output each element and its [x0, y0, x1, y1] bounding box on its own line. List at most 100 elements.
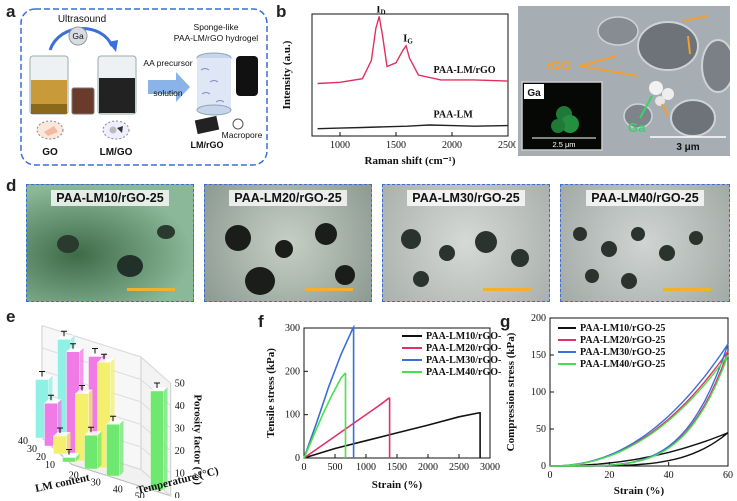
compression-xtick-label: 20 — [604, 470, 614, 481]
micrograph-1-label: PAA-LM10/rGO-25 — [51, 190, 169, 206]
bar-top — [88, 352, 106, 357]
lm-tick-label: 40 — [18, 436, 28, 447]
compression-xtick-label: 0 — [548, 470, 553, 481]
tensile-xtick-label: 2000 — [418, 462, 438, 473]
panel-label-f: f — [258, 312, 264, 331]
tensile-legend-label: PAA-LM30/rGO-25 — [426, 355, 502, 366]
porosity-bar — [53, 435, 67, 455]
ultrasound-label: Ultrasound — [58, 14, 106, 25]
bar-top — [44, 399, 62, 404]
raman-series-label: PAA-LM/rGO — [434, 65, 496, 76]
scale-bar-label: 3 μm — [676, 142, 699, 153]
z-tick-label: 10 — [175, 468, 185, 479]
ga-label: Ga — [628, 120, 646, 135]
temp-tick-label: 20 — [69, 470, 79, 481]
bar-top — [150, 387, 168, 391]
z-gridline — [41, 325, 172, 384]
temp-tick-label: 30 — [91, 477, 101, 488]
raman-series-line — [317, 124, 509, 130]
bar-top — [35, 375, 53, 380]
porosity-bar — [62, 457, 76, 463]
compression-series-line — [549, 354, 729, 467]
raman-peak-g-label: IG — [403, 33, 413, 46]
raman-peak-d-label: ID — [376, 6, 385, 16]
bar-side — [97, 431, 102, 469]
tensile-legend-label: PAA-LM40/rGO-25 — [426, 367, 502, 378]
tensile-ytick-label: 200 — [285, 366, 300, 377]
bar-top — [106, 420, 124, 425]
bar-side — [119, 420, 124, 476]
bar-top — [66, 347, 84, 352]
porosity-bar — [106, 424, 120, 477]
tensile-chart: 0 500 1000 1500 2000 2500 3000 0 100 200 300 Strain… — [265, 323, 502, 491]
compression-xtick-label: 60 — [723, 470, 733, 481]
temp-tick-label: 50 — [135, 491, 145, 498]
panel-label-g: g — [500, 312, 511, 331]
micrograph-1: PAA-LM10/rGO-25 — [26, 184, 194, 302]
panel-label-b: b — [276, 2, 287, 21]
sem-image: rGO Ga Ga 2.5 μm 3 μm — [518, 6, 730, 156]
tensile-legend-label: PAA-LM20/rGO-25 — [426, 343, 502, 354]
tensile-xtick-label: 0 — [302, 462, 307, 473]
tensile-ytick-label: 100 — [285, 410, 300, 421]
raman-plot-frame — [311, 13, 509, 137]
raman-yaxis-title: Intensity (a.u.) — [281, 40, 293, 109]
tensile-xtick-label: 3000 — [480, 462, 500, 473]
micrograph-3-label: PAA-LM30/rGO-25 — [407, 190, 525, 206]
raman-series-label: PAA-LM — [434, 110, 474, 121]
compression-legend-label: PAA-LM30/rGO-25 — [580, 347, 665, 358]
micrograph-3: PAA-LM30/rGO-25 — [382, 184, 550, 302]
bar-top — [97, 358, 115, 363]
tensile-yaxis-title: Tensile stress (kPa) — [265, 348, 277, 438]
micrograph-4: PAA-LM40/rGO-25 — [560, 184, 730, 302]
lm-axis-title: LM content — [34, 472, 91, 495]
panel-label-e: e — [6, 307, 16, 326]
tensile-xtick-label: 500 — [328, 462, 343, 473]
tensile-xtick-label: 2500 — [449, 462, 469, 473]
tensile-series-line — [303, 324, 355, 459]
z-axis-title: Porosity factor (%) — [192, 394, 204, 485]
lm-tick-label: 20 — [36, 452, 46, 463]
pt-line-2: PAA-LM/rGO hydrogel — [174, 33, 259, 43]
beaker-go — [29, 55, 69, 115]
tensile-legend-label: PAA-LM10/rGO-25 — [426, 331, 502, 342]
micrograph-2-label: PAA-LM20/rGO-25 — [229, 190, 347, 206]
bar-top — [84, 431, 102, 436]
macropore-label: Macropore — [222, 130, 263, 140]
porosity-bar — [150, 390, 164, 491]
raman-xaxis-title: Raman shift (cm⁻¹) — [365, 155, 456, 167]
aa-line-1: AA precursor — [143, 58, 192, 68]
tensile-xtick-label: 1000 — [356, 462, 376, 473]
product-title: Sponge-like PAA-LM/rGO hydrogel — [174, 22, 259, 43]
z-tick-label: 0 — [175, 491, 180, 498]
compression-ytick-label: 50 — [536, 424, 546, 435]
tensile-xaxis-title: Strain (%) — [372, 479, 423, 491]
raman-xtick-label: 2500 — [498, 140, 516, 151]
tensile-ytick-label: 300 — [285, 323, 300, 334]
tensile-series-line — [303, 397, 391, 459]
inset-scale-label: 2.5 μm — [552, 140, 575, 149]
compression-ytick-label: 200 — [531, 313, 546, 324]
compression-ytick-label: 100 — [531, 387, 546, 398]
lm-tick-label: 30 — [27, 444, 37, 455]
lm-rgo-label: LM/rGO — [191, 140, 224, 150]
tensile-series-line — [303, 412, 481, 459]
lm-tick-label: 10 — [45, 460, 55, 471]
compression-xtick-label: 40 — [664, 470, 674, 481]
z-tick-label: 20 — [175, 446, 185, 457]
bar-side — [66, 432, 71, 454]
temp-tick-label: 40 — [113, 484, 123, 495]
compression-yaxis-title: Compression stress (kPa) — [505, 332, 517, 451]
aa-precursor-label: AA precursor solution — [143, 58, 192, 98]
ga-drop-label: Ga — [72, 31, 84, 41]
aa-line-2: solution — [153, 88, 183, 98]
tensile-xtick-label: 1500 — [387, 462, 407, 473]
compression-legend-label: PAA-LM10/rGO-25 — [580, 323, 665, 334]
raman-xtick-label: 1500 — [386, 140, 406, 151]
go-label: GO — [42, 147, 58, 158]
micrograph-4-label: PAA-LM40/rGO-25 — [586, 190, 704, 206]
compression-ytick-label: 0 — [541, 461, 546, 472]
compression-chart: 0 20 40 60 0 50 100 150 200 Strain (%) Compression… — [505, 313, 733, 497]
inset-title: Ga — [527, 88, 541, 99]
panel-label-d: d — [6, 176, 17, 195]
